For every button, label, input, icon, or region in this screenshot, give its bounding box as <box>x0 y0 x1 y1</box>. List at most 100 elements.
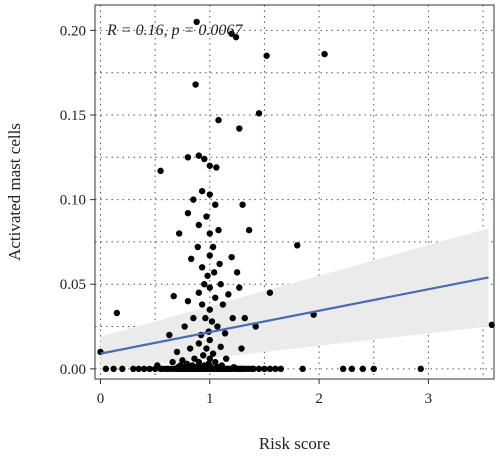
data-point <box>206 252 213 259</box>
data-point <box>241 314 248 322</box>
data-point <box>348 365 356 373</box>
data-point <box>219 301 227 308</box>
data-point <box>179 357 186 364</box>
data-point <box>255 110 263 117</box>
data-point <box>191 355 198 362</box>
data-point <box>190 314 197 322</box>
data-point <box>229 314 236 322</box>
grid <box>95 5 494 379</box>
data-point <box>221 330 229 337</box>
y-tick-label: 0.10 <box>60 193 86 209</box>
data-point <box>339 365 347 373</box>
data-point <box>266 289 274 296</box>
data-point <box>190 196 197 203</box>
data-point <box>210 269 218 276</box>
data-point <box>216 260 223 268</box>
data-point <box>187 255 195 263</box>
data-point <box>195 221 203 229</box>
data-point <box>252 323 259 330</box>
data-point <box>195 289 203 296</box>
data-point <box>203 345 210 352</box>
data-point <box>208 318 216 325</box>
data-point <box>206 191 213 198</box>
data-point <box>200 352 207 359</box>
data-point <box>212 358 219 366</box>
data-point <box>250 365 257 373</box>
data-point <box>299 365 306 373</box>
data-point <box>228 30 235 37</box>
data-point <box>206 336 213 344</box>
y-axis-ticks: 0.00 0.05 0.10 0.15 0.20 <box>60 23 95 378</box>
correlation-annotation: R = 0.16, p = 0.0067 <box>106 22 243 39</box>
y-tick-label: 0.20 <box>60 23 86 39</box>
data-point <box>236 284 243 291</box>
data-point <box>233 269 241 276</box>
x-tick-label: 3 <box>425 391 433 407</box>
data-point <box>198 264 206 271</box>
data-point <box>202 314 209 322</box>
data-point <box>206 306 213 313</box>
data-point <box>169 358 176 366</box>
data-point <box>272 365 279 373</box>
data-point <box>184 297 192 305</box>
data-point <box>195 340 203 347</box>
data-point <box>238 345 245 352</box>
data-point <box>135 365 142 373</box>
data-point <box>201 281 208 288</box>
data-point <box>417 365 424 373</box>
data-point <box>119 365 126 373</box>
x-tick-label: 0 <box>97 391 105 407</box>
data-point <box>217 281 224 288</box>
x-axis-ticks: 0 1 2 3 <box>97 379 432 407</box>
data-point <box>140 365 148 373</box>
data-point <box>198 187 206 195</box>
data-point <box>157 167 164 175</box>
data-point <box>359 365 367 373</box>
y-tick-label: 0.15 <box>60 108 86 124</box>
data-point <box>277 365 285 373</box>
regression-line <box>100 276 489 355</box>
data-point <box>255 365 263 373</box>
data-points <box>97 18 496 373</box>
data-point <box>239 201 246 208</box>
data-point <box>198 301 206 308</box>
data-point <box>228 253 235 261</box>
data-point <box>212 294 219 301</box>
data-point <box>209 243 217 251</box>
data-point <box>170 292 177 300</box>
data-point <box>184 154 192 161</box>
y-tick-label: 0.05 <box>60 277 86 293</box>
data-point <box>294 242 301 249</box>
data-point <box>203 213 210 220</box>
data-point <box>214 323 221 330</box>
data-point <box>166 331 173 339</box>
data-point <box>209 350 217 357</box>
data-point <box>245 226 253 234</box>
data-point <box>195 358 203 366</box>
data-point <box>225 291 232 298</box>
data-point <box>236 125 243 132</box>
data-point <box>206 284 213 291</box>
plot-border <box>94 4 495 380</box>
data-point <box>488 321 496 329</box>
data-point <box>102 365 110 373</box>
data-point <box>192 81 199 88</box>
data-point <box>215 116 222 124</box>
data-point <box>184 209 192 217</box>
data-point <box>222 355 230 362</box>
data-point <box>181 323 188 330</box>
data-point <box>204 272 211 279</box>
data-point <box>194 243 201 251</box>
data-point <box>263 52 270 59</box>
data-point <box>173 348 181 356</box>
data-point <box>266 365 274 373</box>
data-point <box>193 18 200 26</box>
data-point <box>206 230 213 237</box>
data-point <box>206 355 213 362</box>
data-point <box>215 226 222 234</box>
x-axis-title: Risk score <box>259 434 330 453</box>
data-point <box>206 162 213 169</box>
data-point <box>113 309 121 317</box>
data-point <box>175 230 183 237</box>
data-point <box>232 33 240 41</box>
